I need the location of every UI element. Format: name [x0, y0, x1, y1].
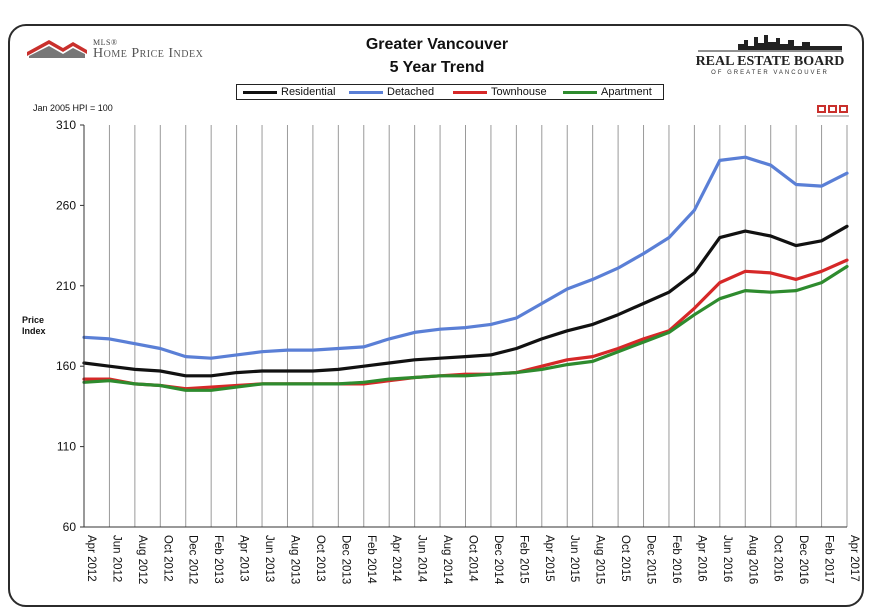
house-roof-icon [27, 40, 87, 58]
city-skyline-icon [698, 35, 842, 52]
real-estate-board-logo: REAL ESTATE BOARD OF GREATER VANCOUVER [690, 34, 850, 84]
x-tick-label: Apr 2012 [85, 535, 97, 582]
x-tick-label: Oct 2013 [314, 535, 326, 582]
x-tick-label: Apr 2015 [543, 535, 555, 582]
x-tick-label: Oct 2014 [467, 535, 479, 582]
series-line-detached [82, 155, 849, 360]
legend-swatch [243, 91, 277, 94]
y-tick-label: 60 [63, 520, 77, 534]
y-tick-label: 160 [56, 359, 76, 373]
x-tick-label: Jun 2012 [110, 535, 122, 582]
y-tick-label: 310 [56, 118, 76, 132]
x-tick-label: Oct 2016 [772, 535, 784, 582]
x-tick-label: Apr 2016 [695, 535, 707, 582]
x-tick-label: Jun 2015 [568, 535, 580, 582]
x-tick-label: Oct 2012 [161, 535, 173, 582]
mls-logo-text: Home Price Index [93, 46, 204, 61]
x-tick-label: Apr 2017 [848, 535, 860, 582]
y-tick-label: 260 [56, 198, 76, 212]
y-tick-label: 210 [56, 279, 76, 293]
x-tick-label: Jun 2014 [416, 535, 428, 583]
legend-label: Townhouse [491, 86, 547, 98]
x-tick-label: Apr 2013 [238, 535, 250, 582]
x-tick-label: Dec 2014 [492, 535, 504, 585]
board-subtitle-text: OF GREATER VANCOUVER [711, 70, 829, 76]
x-tick-label: Apr 2014 [390, 535, 402, 582]
base-index-note: Jan 2005 HPI = 100 [33, 103, 113, 113]
series-lines [82, 155, 849, 392]
series-line-apartment [82, 264, 849, 392]
axes [80, 124, 847, 528]
gridlines [83, 125, 848, 527]
x-tick-label: Dec 2016 [797, 535, 809, 584]
x-tick-label: Aug 2013 [288, 535, 300, 584]
board-small-logo-icon [817, 105, 849, 117]
legend-label: Residential [281, 86, 336, 98]
chart-legend: Residential Detached Townhouse Apartment [236, 84, 664, 100]
chart-title-line2: 5 Year Trend [389, 59, 485, 76]
legend-swatch [563, 91, 597, 94]
board-name-text: REAL ESTATE BOARD [695, 54, 845, 69]
x-tick-label: Jun 2013 [263, 535, 275, 582]
x-tick-label: Feb 2014 [365, 535, 377, 584]
x-tick-label: Aug 2014 [441, 535, 453, 585]
chart-title-line1: Greater Vancouver [365, 36, 509, 53]
mls-trademark-text: MLS® [93, 38, 118, 47]
x-tick-label: Feb 2016 [670, 535, 682, 584]
legend-label: Detached [387, 86, 435, 98]
legend-swatch [453, 91, 487, 94]
x-tick-labels: Apr 2012 Jun 2012 Aug 2012 Oct 2012 Dec 2012… [85, 535, 860, 585]
x-tick-label: Dec 2015 [645, 535, 657, 584]
legend-swatch [349, 91, 383, 94]
series-line-residential [82, 224, 849, 378]
x-tick-label: Oct 2015 [619, 535, 631, 582]
mls-logo: MLS® Home Price Index [27, 36, 237, 66]
x-tick-label: Feb 2013 [212, 535, 224, 584]
x-tick-label: Dec 2012 [187, 535, 199, 584]
x-tick-label: Jun 2016 [721, 535, 733, 582]
x-tick-label: Feb 2015 [517, 535, 529, 584]
x-tick-label: Aug 2016 [746, 535, 758, 584]
y-tick-label: 110 [57, 440, 76, 454]
x-tick-label: Dec 2013 [339, 535, 351, 584]
y-tick-labels: 60 110 160 210 260 310 [56, 118, 76, 534]
x-tick-label: Aug 2015 [594, 535, 606, 584]
y-axis-label: Price Index [22, 315, 46, 336]
legend-label: Apartment [601, 86, 652, 98]
x-tick-label: Feb 2017 [823, 535, 835, 584]
x-tick-label: Aug 2012 [136, 535, 148, 584]
chart-frame [8, 24, 864, 607]
